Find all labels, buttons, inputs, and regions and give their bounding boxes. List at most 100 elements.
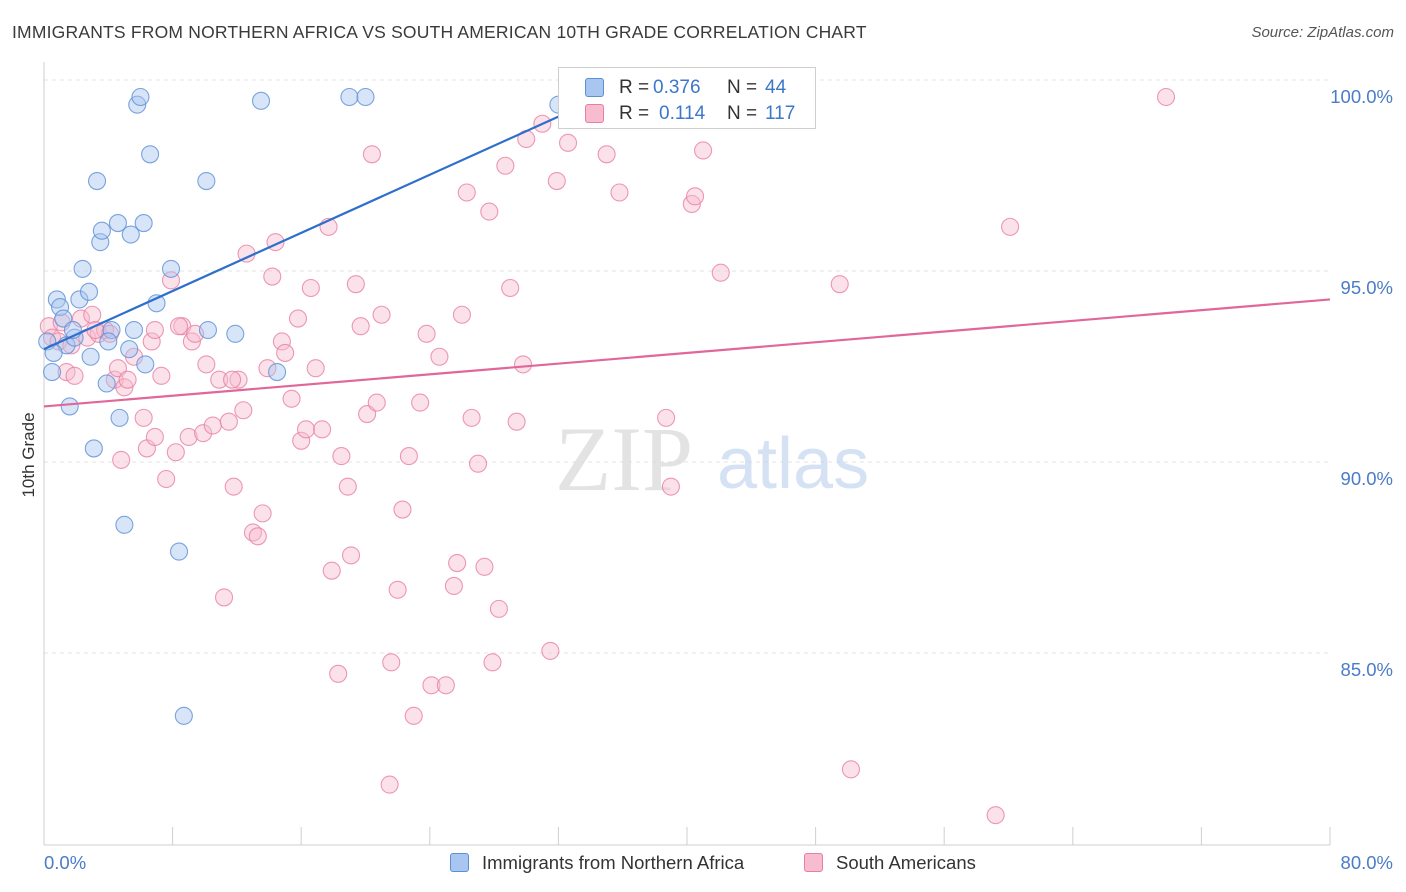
point-south-americans bbox=[657, 408, 676, 427]
point-south-americans bbox=[404, 706, 423, 725]
point-northern-africa bbox=[197, 171, 216, 191]
legend-label-south-americans: South Americans bbox=[836, 852, 976, 873]
point-northern-africa bbox=[121, 225, 140, 244]
point-south-americans bbox=[197, 355, 216, 374]
stats-legend: R = 0.376 N = 44 R = 0.114 N = 117 bbox=[558, 67, 816, 129]
grid-lines bbox=[44, 79, 1330, 654]
point-south-americans bbox=[142, 332, 161, 351]
legend-n-label: N = bbox=[727, 77, 758, 98]
source-note: Source: ZipAtlas.com bbox=[1251, 24, 1394, 41]
point-south-americans bbox=[362, 145, 381, 164]
point-south-americans bbox=[507, 412, 526, 431]
point-northern-africa bbox=[108, 214, 127, 233]
legend-n-value: 117 bbox=[765, 103, 796, 124]
point-south-americans bbox=[483, 653, 502, 672]
point-northern-africa bbox=[97, 374, 116, 393]
legend-item-south-americans[interactable]: South Americans bbox=[804, 851, 1004, 877]
point-south-americans bbox=[288, 309, 308, 328]
point-south-americans bbox=[475, 557, 494, 576]
point-northern-africa bbox=[124, 320, 144, 340]
point-south-americans bbox=[229, 370, 248, 389]
point-south-americans bbox=[83, 305, 102, 324]
watermark-atlas: atlas bbox=[717, 424, 869, 504]
point-south-americans bbox=[496, 156, 515, 175]
point-south-americans bbox=[457, 183, 476, 202]
point-south-americans bbox=[306, 359, 325, 378]
point-south-americans bbox=[248, 527, 267, 546]
point-south-americans bbox=[157, 469, 176, 489]
point-northern-africa bbox=[42, 362, 62, 382]
legend-r-value: 0.376 bbox=[653, 77, 701, 98]
point-south-americans bbox=[513, 355, 533, 374]
point-south-americans bbox=[341, 546, 361, 565]
point-northern-africa bbox=[115, 515, 134, 534]
legend-row-northern-africa: R = 0.376 N = 44 bbox=[585, 75, 815, 103]
point-south-americans bbox=[219, 412, 238, 431]
point-northern-africa bbox=[91, 233, 110, 252]
point-south-americans bbox=[382, 653, 401, 672]
point-south-americans bbox=[234, 401, 253, 420]
point-south-americans bbox=[118, 370, 137, 389]
point-northern-africa bbox=[226, 324, 245, 343]
point-northern-africa bbox=[70, 290, 89, 309]
point-northern-africa bbox=[340, 87, 359, 107]
point-south-americans bbox=[276, 343, 295, 362]
point-south-americans bbox=[112, 450, 131, 469]
point-northern-africa bbox=[141, 145, 160, 164]
point-south-americans bbox=[134, 408, 153, 427]
point-south-americans bbox=[448, 553, 467, 573]
point-northern-africa bbox=[51, 298, 70, 317]
point-northern-africa bbox=[81, 347, 100, 366]
point-northern-africa bbox=[102, 320, 121, 340]
point-south-americans bbox=[452, 305, 472, 324]
legend-n-label: N = bbox=[727, 103, 758, 124]
point-south-americans bbox=[346, 275, 365, 294]
point-northern-africa bbox=[87, 171, 107, 191]
point-south-americans bbox=[1001, 217, 1020, 236]
legend-n-value: 44 bbox=[765, 77, 787, 98]
point-south-americans bbox=[282, 389, 301, 408]
point-south-americans bbox=[436, 676, 455, 695]
point-south-americans bbox=[462, 408, 481, 427]
point-south-americans bbox=[179, 427, 198, 447]
point-south-americans bbox=[444, 576, 463, 596]
y-tick-label: 90.0% bbox=[1341, 468, 1393, 489]
point-south-americans bbox=[547, 171, 566, 191]
point-south-americans bbox=[430, 347, 449, 366]
point-south-americans bbox=[694, 141, 713, 160]
point-south-americans bbox=[292, 431, 311, 450]
point-south-americans bbox=[597, 145, 616, 164]
y-tick-label: 100.0% bbox=[1330, 86, 1393, 107]
point-south-americans bbox=[468, 454, 488, 473]
y-tick-label: 95.0% bbox=[1341, 277, 1393, 298]
legend-row-south-americans: R = 0.114 N = 117 bbox=[585, 101, 815, 129]
point-south-americans bbox=[223, 370, 242, 389]
point-south-americans bbox=[986, 806, 1005, 825]
point-northern-africa bbox=[131, 87, 150, 107]
point-south-americans bbox=[322, 561, 341, 580]
legend-r-label: R = bbox=[619, 103, 650, 124]
legend-swatch-northern-africa bbox=[585, 78, 604, 97]
point-south-americans bbox=[351, 317, 370, 336]
point-south-americans bbox=[332, 447, 351, 466]
point-south-americans bbox=[329, 664, 348, 683]
point-northern-africa bbox=[169, 542, 189, 561]
point-south-americans bbox=[145, 427, 164, 447]
point-south-americans bbox=[393, 500, 412, 519]
point-northern-africa bbox=[110, 408, 129, 427]
point-northern-africa bbox=[60, 397, 79, 416]
legend-item-northern-africa[interactable]: Immigrants from Northern Africa bbox=[450, 851, 780, 877]
legend-swatch-northern-africa bbox=[450, 853, 469, 872]
point-northern-africa bbox=[136, 355, 155, 374]
point-south-americans bbox=[711, 263, 730, 282]
point-south-americans bbox=[388, 580, 407, 599]
point-south-americans bbox=[661, 477, 680, 496]
point-south-americans bbox=[841, 760, 861, 779]
point-south-americans bbox=[263, 267, 282, 286]
point-south-americans bbox=[480, 202, 499, 221]
point-south-americans bbox=[422, 676, 441, 695]
point-south-americans bbox=[685, 187, 705, 206]
point-northern-africa bbox=[356, 87, 375, 107]
legend-r-value: 0.114 bbox=[659, 103, 706, 124]
